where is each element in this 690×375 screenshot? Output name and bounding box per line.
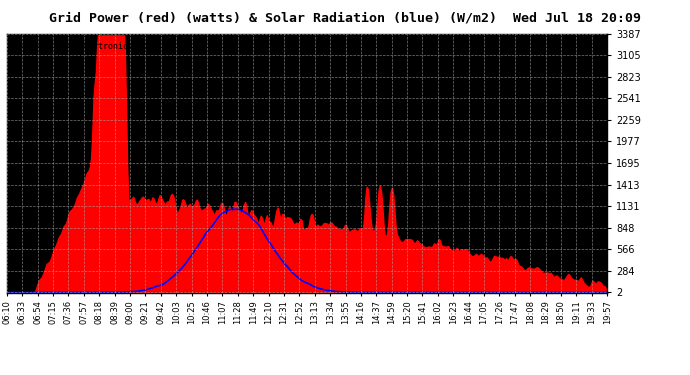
Text: Grid Power (red) (watts) & Solar Radiation (blue) (W/m2)  Wed Jul 18 20:09: Grid Power (red) (watts) & Solar Radiati…: [49, 11, 641, 24]
Text: Copyright 2007 Cartronics.com: Copyright 2007 Cartronics.com: [8, 42, 153, 51]
